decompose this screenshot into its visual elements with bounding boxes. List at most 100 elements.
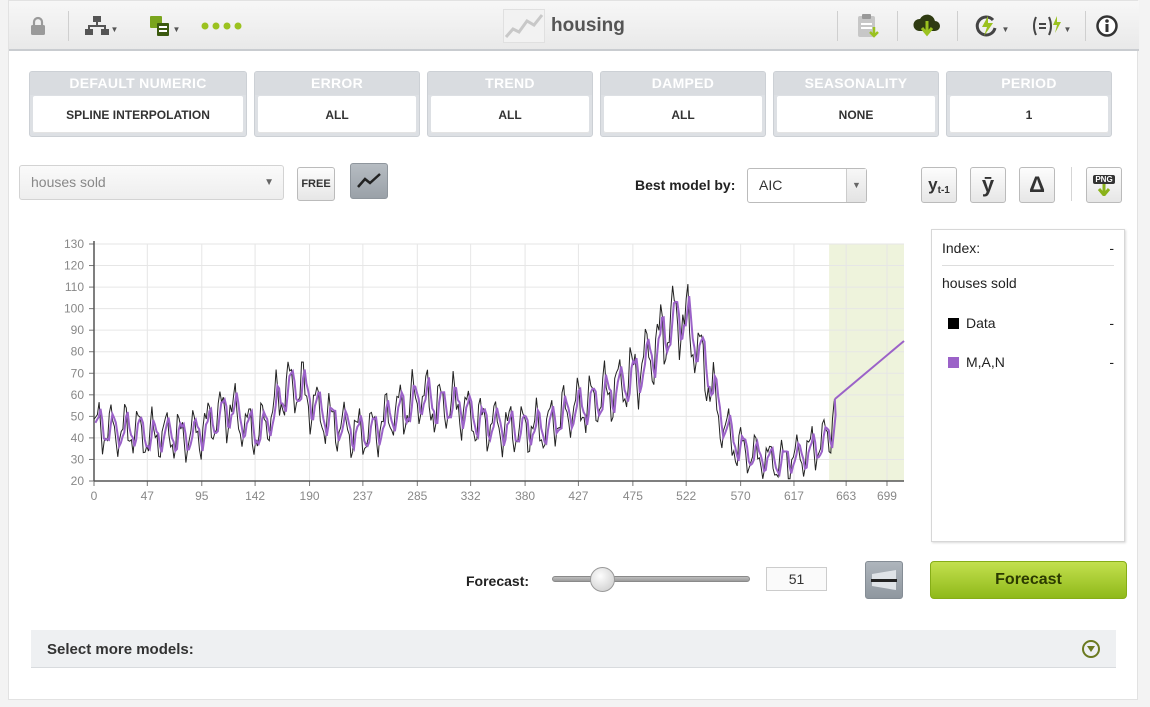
- model-tree-icon[interactable]: ▼: [81, 11, 121, 41]
- legend-swatch: [948, 318, 959, 329]
- forecast-slider[interactable]: [552, 576, 750, 582]
- line-chart-icon: [357, 173, 381, 188]
- info-icon[interactable]: [1095, 11, 1119, 41]
- dataset-title-icon: [503, 9, 545, 43]
- x-tick-label: 475: [623, 489, 643, 503]
- select-more-models-bar[interactable]: Select more models:: [31, 630, 1116, 668]
- forecast-chart[interactable]: 20 30 40 50 60 70 80 90 100 110 120 130 0 47 95 142 190 2…: [17, 229, 917, 519]
- select-more-models-label: Select more models:: [47, 641, 194, 658]
- mean-button[interactable]: ȳ: [970, 167, 1006, 203]
- png-icon: PNG: [1093, 174, 1115, 184]
- x-tick-label: 427: [568, 489, 588, 503]
- formula-icon[interactable]: ▼: [1029, 11, 1073, 41]
- field-select[interactable]: houses sold ▼: [19, 165, 284, 200]
- forecast-button[interactable]: Forecast: [930, 561, 1127, 599]
- lag-icon: y: [928, 175, 938, 194]
- param-value: SPLINE INTERPOLATION: [33, 96, 243, 133]
- png-export-button[interactable]: PNG: [1086, 167, 1122, 203]
- x-tick-label: 190: [300, 489, 320, 503]
- forecast-region: [829, 244, 904, 481]
- toolbar-separator: [1085, 11, 1086, 41]
- free-button[interactable]: FREE: [297, 167, 335, 201]
- param-value: 1: [950, 96, 1108, 133]
- confidence-interval-button[interactable]: [865, 561, 903, 599]
- y-tick-label: 130: [64, 237, 84, 251]
- param-label: SEASONALITY: [774, 72, 938, 95]
- forecast-horizon-input[interactable]: 51: [766, 567, 827, 591]
- param-label: DAMPED: [601, 72, 765, 95]
- expand-icon[interactable]: [1082, 640, 1100, 658]
- x-tick-label: 617: [784, 489, 804, 503]
- param-label: DEFAULT NUMERIC: [30, 72, 246, 95]
- toolbar-separator: [957, 11, 958, 41]
- toolbar-separator: [837, 11, 838, 41]
- y-tick-label: 110: [65, 280, 84, 294]
- download-arrow-icon: [1097, 183, 1111, 196]
- clipboard-icon[interactable]: [851, 11, 885, 41]
- window-title: housing: [503, 7, 625, 45]
- lightning-actions-icon[interactable]: ▼: [969, 11, 1013, 41]
- app-frame: ▼ ▼ housing ▼ ▼: [8, 0, 1139, 700]
- series-line-man: [94, 295, 837, 478]
- x-tick-label: 663: [836, 489, 856, 503]
- y-tick-label: 40: [71, 431, 85, 445]
- controls-separator: [1071, 167, 1072, 201]
- y-tick-label: 30: [71, 452, 85, 466]
- param-card-trend[interactable]: TREND ALL: [427, 71, 593, 137]
- toolbar-separator: [68, 11, 69, 41]
- forecast-label: Forecast:: [466, 573, 530, 589]
- top-toolbar: ▼ ▼ housing ▼ ▼: [9, 1, 1139, 51]
- param-label: ERROR: [255, 72, 419, 95]
- x-tick-label: 570: [731, 489, 751, 503]
- y-tick-label: 120: [64, 259, 84, 273]
- legend-item-label: Data: [966, 315, 996, 331]
- x-tick-label: 142: [245, 489, 265, 503]
- param-card-error[interactable]: ERROR ALL: [254, 71, 420, 137]
- best-model-select[interactable]: AIC ▼: [747, 168, 867, 203]
- y-tick-label: 80: [71, 345, 85, 359]
- param-card-seasonality[interactable]: SEASONALITY NONE: [773, 71, 939, 137]
- lock-icon[interactable]: [25, 11, 51, 41]
- legend-item-label: M,A,N: [966, 354, 1005, 370]
- legend-swatch: [948, 357, 959, 368]
- delta-button[interactable]: Δ: [1019, 167, 1055, 203]
- param-value: NONE: [777, 96, 935, 133]
- lag-button[interactable]: y t-1: [921, 167, 957, 203]
- param-value: ALL: [431, 96, 589, 133]
- legend-field-name: houses sold: [942, 275, 1017, 291]
- legend-item-value: -: [1109, 315, 1114, 331]
- param-card-damped[interactable]: DAMPED ALL: [600, 71, 766, 137]
- x-tick-label: 95: [195, 489, 209, 503]
- param-value: ALL: [258, 96, 416, 133]
- window-title-text: housing: [551, 15, 625, 36]
- legend-index-label: Index:: [942, 240, 981, 256]
- best-model-value: AIC: [759, 177, 783, 193]
- param-card-default-numeric[interactable]: DEFAULT NUMERIC SPLINE INTERPOLATION: [29, 71, 247, 137]
- x-tick-label: 47: [141, 489, 155, 503]
- toolbar-separator: [897, 11, 898, 41]
- x-tick-label: 285: [407, 489, 427, 503]
- best-model-label: Best model by:: [635, 177, 736, 193]
- param-label: TREND: [428, 72, 592, 95]
- legend-item-man[interactable]: M,A,N -: [948, 354, 1114, 370]
- line-chart-button[interactable]: [350, 163, 388, 199]
- x-tick-label: 237: [353, 489, 373, 503]
- forecast-slider-handle[interactable]: [589, 567, 615, 592]
- dataset-icon[interactable]: ▼: [143, 11, 185, 41]
- param-card-period[interactable]: PERIOD 1: [946, 71, 1112, 137]
- confidence-band-icon: [871, 570, 897, 590]
- param-label: PERIOD: [947, 72, 1111, 95]
- x-tick-label: 380: [515, 489, 535, 503]
- y-tick-label: 60: [71, 388, 85, 402]
- cloud-download-icon[interactable]: [909, 11, 945, 41]
- legend-item-value: -: [1109, 354, 1114, 370]
- y-tick-label: 50: [71, 409, 85, 423]
- y-tick-label: 20: [71, 474, 85, 488]
- y-tick-label: 90: [71, 323, 85, 337]
- x-tick-label: 699: [877, 489, 897, 503]
- series-line-data: [93, 284, 836, 480]
- more-dots-icon[interactable]: [199, 11, 245, 41]
- legend-panel: Index: - houses sold Data - M,A,N -: [931, 229, 1125, 542]
- x-tick-label: 332: [461, 489, 481, 503]
- legend-item-data[interactable]: Data -: [948, 315, 1114, 331]
